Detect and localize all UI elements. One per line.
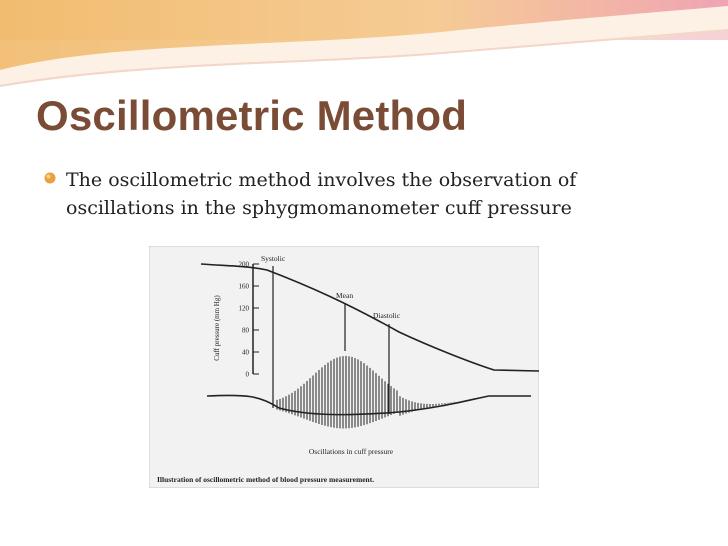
decorative-banner <box>0 0 728 87</box>
cuff-pressure-curve <box>200 263 540 372</box>
bullet-list: The oscillometric method involves the ob… <box>44 166 684 222</box>
oscillation-baseline <box>206 394 531 416</box>
y-tick-label: 40 <box>242 349 250 357</box>
y-tick-label: 160 <box>239 283 250 291</box>
y-tick-label: 80 <box>242 327 250 335</box>
systolic-label: Systolic <box>261 254 286 263</box>
figure-image: Cuff pressure (mm Hg) 200 160 120 80 40 0 Sys… <box>148 245 540 489</box>
figure-caption: Illustration of oscillometric method of … <box>157 475 374 484</box>
diastolic-label: Diastolic <box>373 311 401 320</box>
y-tick-label: 120 <box>239 305 250 313</box>
oscillometric-figure: Cuff pressure (mm Hg) 200 160 120 80 40 0 Sys… <box>148 245 540 489</box>
oscillations-label: Oscillations in cuff pressure <box>309 447 394 456</box>
y-tick-label: 200 <box>239 261 250 269</box>
y-tick-label: 0 <box>246 371 250 379</box>
oscillation-spikes <box>276 355 455 429</box>
y-axis-label: Cuff pressure (mm Hg) <box>213 295 221 361</box>
bullet-item: The oscillometric method involves the ob… <box>66 169 577 219</box>
slide-title: Oscillometric Method <box>36 92 468 139</box>
bullet-circle-icon <box>44 172 56 184</box>
mean-label: Mean <box>336 291 353 300</box>
